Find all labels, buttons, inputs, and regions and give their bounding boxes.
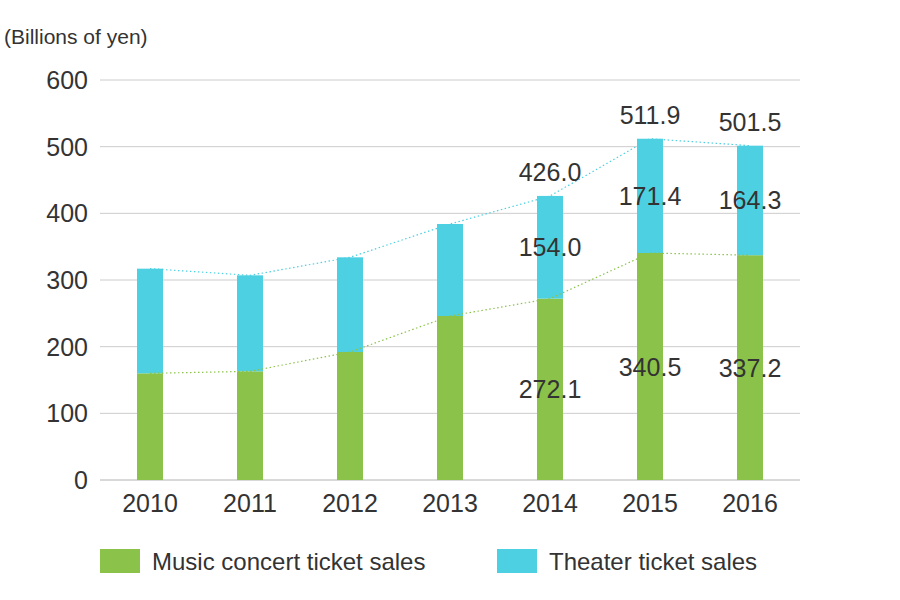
y-tick-label: 200	[46, 333, 88, 361]
x-tick-label: 2015	[622, 489, 678, 517]
total-label: 511.9	[620, 101, 681, 129]
bar	[337, 352, 363, 480]
y-tick-label: 100	[46, 399, 88, 427]
y-tick-label: 500	[46, 133, 88, 161]
total-label: 426.0	[519, 158, 582, 186]
y-tick-label: 0	[74, 466, 88, 494]
bar	[337, 257, 363, 352]
x-tick-label: 2010	[122, 489, 178, 517]
grid-line	[100, 146, 800, 147]
bar	[137, 269, 163, 374]
y-tick-label: 300	[46, 266, 88, 294]
bar	[237, 371, 263, 480]
data-label: 154.0	[519, 233, 582, 261]
x-tick-label: 2014	[522, 489, 578, 517]
data-label: 164.3	[719, 186, 782, 214]
y-axis-label: (Billions of yen)	[4, 25, 148, 48]
legend-label: Theater ticket sales	[549, 548, 757, 575]
y-tick-label: 600	[46, 66, 88, 94]
data-label: 340.5	[619, 353, 682, 381]
connector-line	[150, 139, 750, 276]
x-tick-label: 2011	[223, 489, 277, 517]
grid-line	[100, 80, 800, 81]
chart: (Billions of yen) 0 100 200 300 400 500 600 2010…	[0, 0, 900, 600]
marks	[137, 139, 763, 480]
grid-line	[100, 213, 800, 214]
legend-swatch	[100, 549, 140, 573]
legend-swatch	[497, 549, 537, 573]
y-tick-label: 400	[46, 199, 88, 227]
legend-label: Music concert ticket sales	[152, 548, 425, 575]
bar	[137, 373, 163, 480]
x-tick-label: 2016	[722, 489, 778, 517]
bar	[437, 316, 463, 480]
data-label: 337.2	[719, 354, 782, 382]
bar	[237, 275, 263, 371]
total-label: 501.5	[719, 108, 782, 136]
data-label: 171.4	[619, 182, 682, 210]
bar	[437, 224, 463, 316]
x-tick-label: 2012	[322, 489, 378, 517]
x-tick-label: 2013	[422, 489, 478, 517]
data-label: 272.1	[519, 375, 582, 403]
